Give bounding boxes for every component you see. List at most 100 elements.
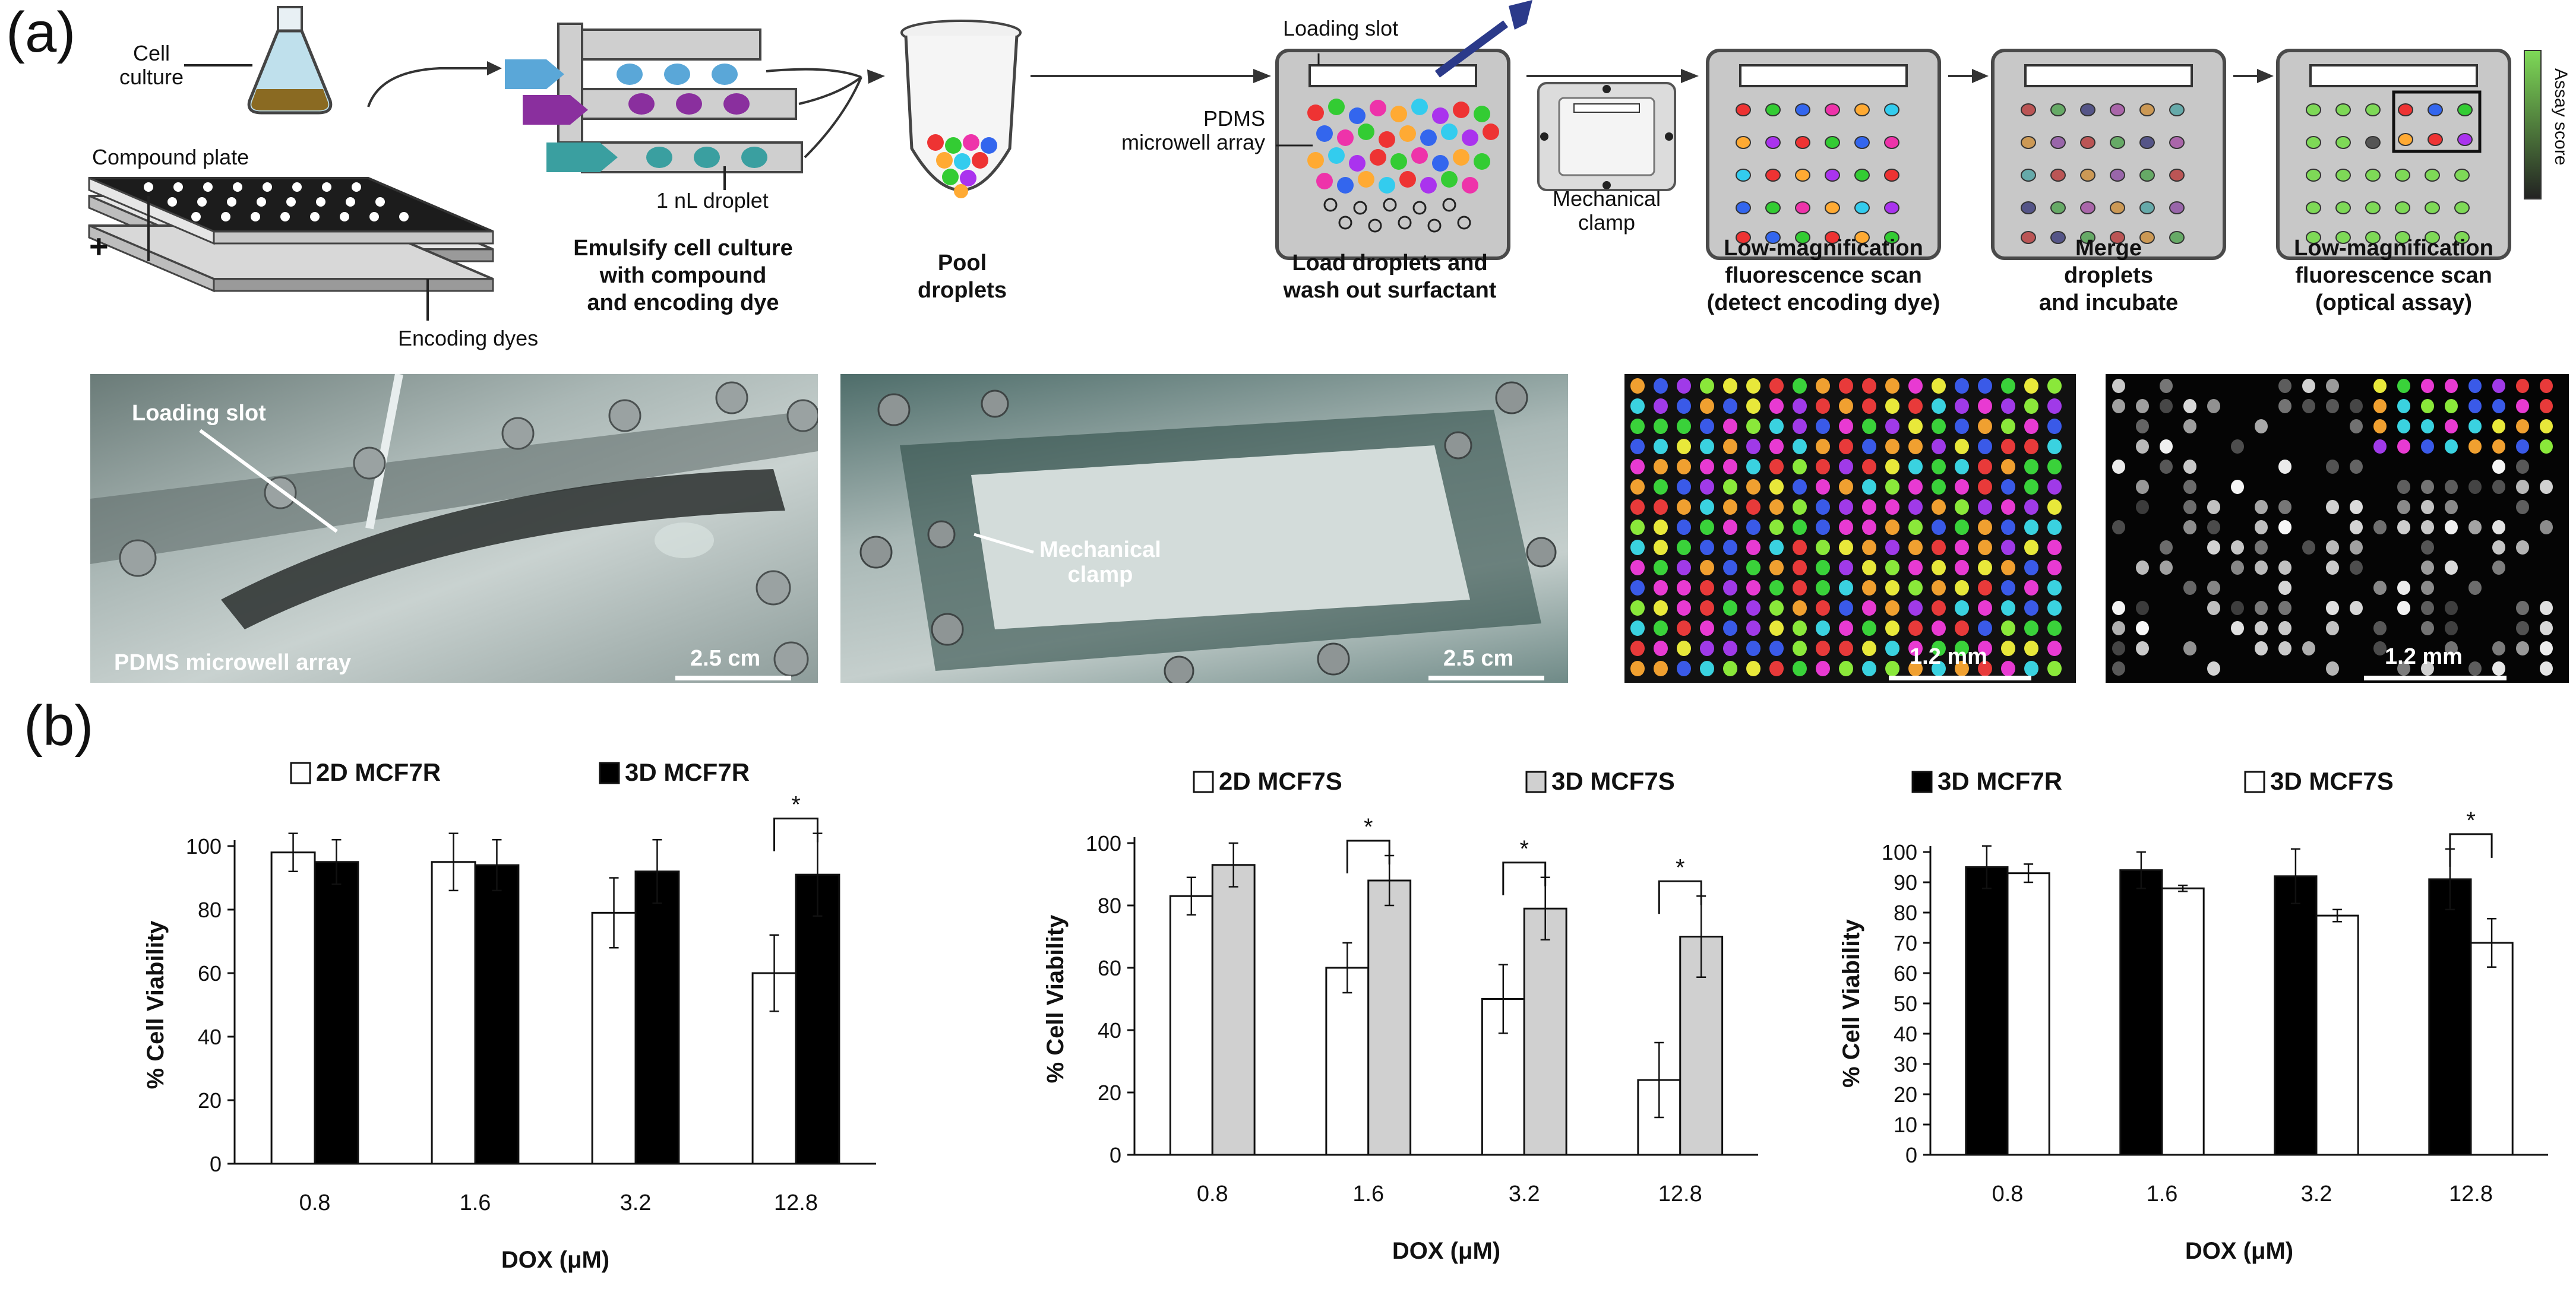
assay-droplet — [2445, 480, 2458, 494]
y-tick-label: 60 — [1098, 956, 1121, 980]
encoded-droplet — [1654, 540, 1668, 555]
encoded-droplet — [1700, 479, 1714, 495]
assay-droplet — [2468, 661, 2482, 676]
encoded-droplet — [1839, 580, 1853, 596]
encoded-droplet — [1955, 580, 1969, 596]
scalebar-2 — [1428, 676, 1544, 680]
encoded-droplet — [2024, 560, 2038, 575]
encoded-droplet — [1654, 378, 1668, 394]
encoded-droplet — [1839, 378, 1853, 394]
encoded-droplet — [1746, 439, 1760, 454]
encoded-droplet — [1862, 499, 1876, 515]
x-tick-label: 1.6 — [460, 1190, 491, 1215]
encoded-droplet — [1630, 580, 1645, 596]
assay-droplet — [2492, 480, 2505, 494]
encoded-droplet — [1862, 540, 1876, 555]
scalebar-1 — [675, 676, 791, 680]
x-tick-label: 3.2 — [620, 1190, 652, 1215]
encoded-droplet — [1769, 479, 1784, 495]
loading-slot-diagram-label: Loading slot — [1283, 16, 1399, 40]
encoded-droplet — [1700, 459, 1714, 474]
encoded-droplet — [1654, 661, 1668, 676]
assay-droplet — [2326, 560, 2339, 575]
x-tick-label: 0.8 — [299, 1190, 331, 1215]
assay-droplet — [2421, 560, 2434, 575]
encoded-droplet — [1885, 600, 1899, 616]
encoded-droplet — [1862, 580, 1876, 596]
encoded-droplet — [1908, 641, 1923, 656]
encoded-droplet — [1793, 600, 1807, 616]
assay-droplet — [2421, 581, 2434, 595]
encoded-droplet — [1978, 600, 1992, 616]
assay-droplet — [2278, 520, 2291, 534]
encoded-droplet — [1932, 641, 1946, 656]
encoded-droplet — [1978, 398, 1992, 414]
encoded-droplet — [1908, 499, 1923, 515]
x-axis-label: DOX (μM) — [1392, 1238, 1500, 1264]
clamp-icon — [1537, 82, 1676, 191]
assay-droplet — [2397, 439, 2410, 454]
assay-droplet — [2468, 439, 2482, 454]
encoded-droplet — [2047, 600, 2062, 616]
encoded-droplet — [1978, 580, 1992, 596]
y-axis-label: % Cell Viability — [1838, 919, 1864, 1088]
encoded-droplet — [1654, 419, 1668, 434]
scale-text-2: 2.5 cm — [1443, 646, 1514, 671]
encoded-droplet — [1769, 661, 1784, 676]
encoded-droplet — [1862, 378, 1876, 394]
significance-star: * — [2466, 807, 2476, 834]
assay-droplet — [2231, 560, 2244, 575]
encoded-droplet — [1723, 540, 1737, 555]
assay-droplet — [2326, 399, 2339, 413]
encoded-droplet — [1769, 540, 1784, 555]
encoded-droplet — [1932, 620, 1946, 636]
encoded-droplet — [1932, 459, 1946, 474]
photo-loading-slot-label: Loading slot — [132, 401, 266, 426]
encoding-dot-grid — [1630, 378, 2062, 676]
encoded-droplet — [1654, 560, 1668, 575]
y-tick-label: 20 — [198, 1088, 222, 1113]
encoded-droplet — [1723, 600, 1737, 616]
encoded-droplet — [1723, 398, 1737, 414]
encoded-droplet — [1908, 520, 1923, 535]
encoded-droplet — [1630, 419, 1645, 434]
assay-droplet — [2278, 641, 2291, 655]
encoded-droplet — [1793, 419, 1807, 434]
assay-droplet — [2350, 419, 2363, 433]
encoded-droplet — [1700, 419, 1714, 434]
assay-droplet — [2540, 520, 2553, 534]
assay-droplet — [2373, 641, 2387, 655]
assay-droplet — [2445, 399, 2458, 413]
chart-3d-mcf7r-vs-mcf7s: 0 10 20 30 40 50 60 70 80 90 100 % Cell Viability DO… — [1838, 767, 2548, 1264]
assay-droplet — [2516, 460, 2529, 474]
bar — [1965, 866, 2009, 1156]
assay-droplet — [2207, 500, 2220, 514]
encoded-droplet — [1723, 661, 1737, 676]
bar — [634, 870, 680, 1165]
encoded-droplet — [1885, 661, 1899, 676]
encoded-droplet — [2001, 419, 2015, 434]
encoded-droplet — [1769, 520, 1784, 535]
encoded-droplet — [1885, 641, 1899, 656]
x-tick-label: 1.6 — [1352, 1182, 1384, 1206]
encoded-droplet — [1654, 459, 1668, 474]
assay-device-icon — [2276, 49, 2511, 260]
y-tick-label: 20 — [1098, 1081, 1121, 1105]
x-axis-label: DOX (μM) — [501, 1247, 609, 1273]
encoded-droplet — [1677, 520, 1691, 535]
step-caption-emulsify: Emulsify cell culture with compound and … — [573, 236, 793, 315]
assay-droplet — [2373, 439, 2387, 454]
encoded-droplet — [1746, 580, 1760, 596]
encoded-droplet — [1862, 520, 1876, 535]
encoded-droplet — [2047, 439, 2062, 454]
y-tick-label: 60 — [198, 961, 222, 986]
assay-droplet — [2468, 379, 2482, 393]
encoded-droplet — [1816, 459, 1830, 474]
encoded-droplet — [1908, 580, 1923, 596]
encoded-droplet — [1932, 661, 1946, 676]
encoded-droplet — [1885, 439, 1899, 454]
encoded-droplet — [1700, 580, 1714, 596]
encoded-droplet — [1746, 378, 1760, 394]
assay-droplet — [2468, 480, 2482, 494]
encoded-droplet — [1885, 479, 1899, 495]
